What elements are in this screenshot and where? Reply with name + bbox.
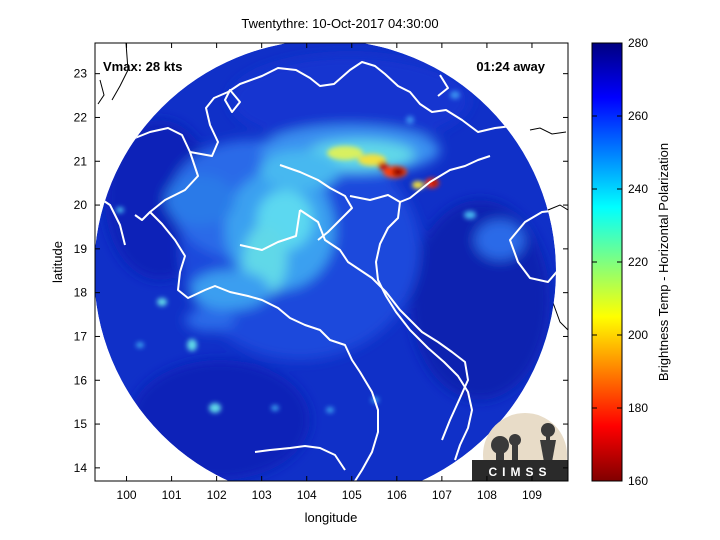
cimss-logo: CIMSS	[472, 413, 568, 481]
x-tick-label: 105	[342, 488, 362, 502]
colorbar-tick-label: 160	[628, 474, 648, 488]
x-axis-ticks: 100 101 102 103 104 105 106 107 108 109	[117, 43, 542, 502]
y-axis-ticks: 14 15 16 17 18 19 20 21 22 23	[74, 67, 568, 475]
time-away-label: 01:24 away	[476, 59, 545, 74]
y-tick-label: 20	[74, 198, 88, 212]
y-tick-label: 16	[74, 373, 88, 387]
x-tick-label: 104	[297, 488, 317, 502]
axes-frame	[94, 42, 569, 482]
x-tick-label: 100	[117, 488, 137, 502]
cimss-logo-text: CIMSS	[488, 465, 551, 479]
colorbar-label: Brightness Temp - Horizontal Polarizatio…	[656, 143, 671, 381]
x-tick-label: 103	[252, 488, 272, 502]
vmax-label: Vmax: 28 kts	[103, 59, 183, 74]
y-tick-label: 18	[74, 286, 88, 300]
colorbar-tick-label: 240	[628, 182, 648, 196]
x-tick-label: 107	[432, 488, 452, 502]
y-axis-label: latitude	[50, 241, 65, 283]
outer-coastlines	[97, 43, 568, 331]
y-tick-label: 15	[74, 417, 88, 431]
colorbar-tick-label: 200	[628, 328, 648, 342]
x-axis-label: longitude	[305, 510, 358, 525]
y-tick-label: 22	[74, 110, 88, 124]
x-tick-label: 106	[387, 488, 407, 502]
coastlines	[95, 61, 556, 481]
x-tick-label: 101	[162, 488, 182, 502]
x-tick-label: 108	[477, 488, 497, 502]
y-tick-label: 21	[74, 154, 88, 168]
y-tick-label: 17	[74, 329, 88, 343]
y-tick-label: 23	[74, 67, 88, 81]
y-tick-label: 14	[74, 461, 88, 475]
x-tick-label: 109	[522, 488, 542, 502]
colorbar-tick-label: 220	[628, 255, 648, 269]
colorbar-ticks: 160 180 200 220 240 260 280	[592, 36, 648, 488]
x-tick-label: 102	[207, 488, 227, 502]
swath-disc	[95, 43, 556, 481]
y-tick-label: 19	[74, 242, 88, 256]
colorbar-tick-label: 280	[628, 36, 648, 50]
chart-title: Twentythre: 10-Oct-2017 04:30:00	[241, 16, 438, 31]
colorbar-tick-label: 180	[628, 401, 648, 415]
colorbar-tick-label: 260	[628, 109, 648, 123]
